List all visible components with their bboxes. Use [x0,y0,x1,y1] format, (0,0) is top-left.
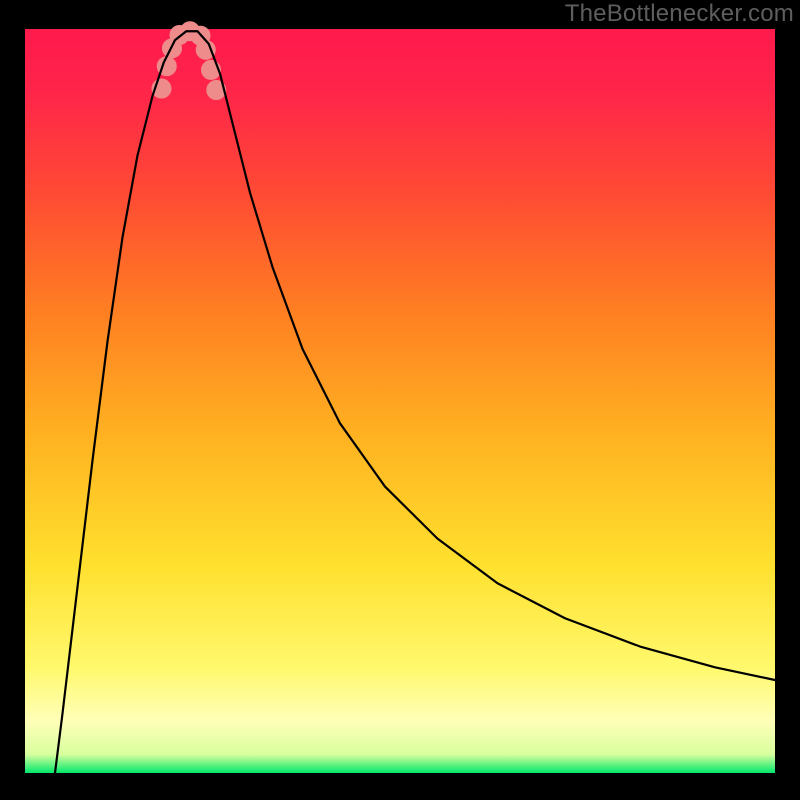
chart-stage: TheBottlenecker.com [0,0,800,800]
watermark-text: TheBottlenecker.com [565,0,794,28]
bottleneck-chart [0,0,800,800]
gradient-plot-area [25,29,775,773]
